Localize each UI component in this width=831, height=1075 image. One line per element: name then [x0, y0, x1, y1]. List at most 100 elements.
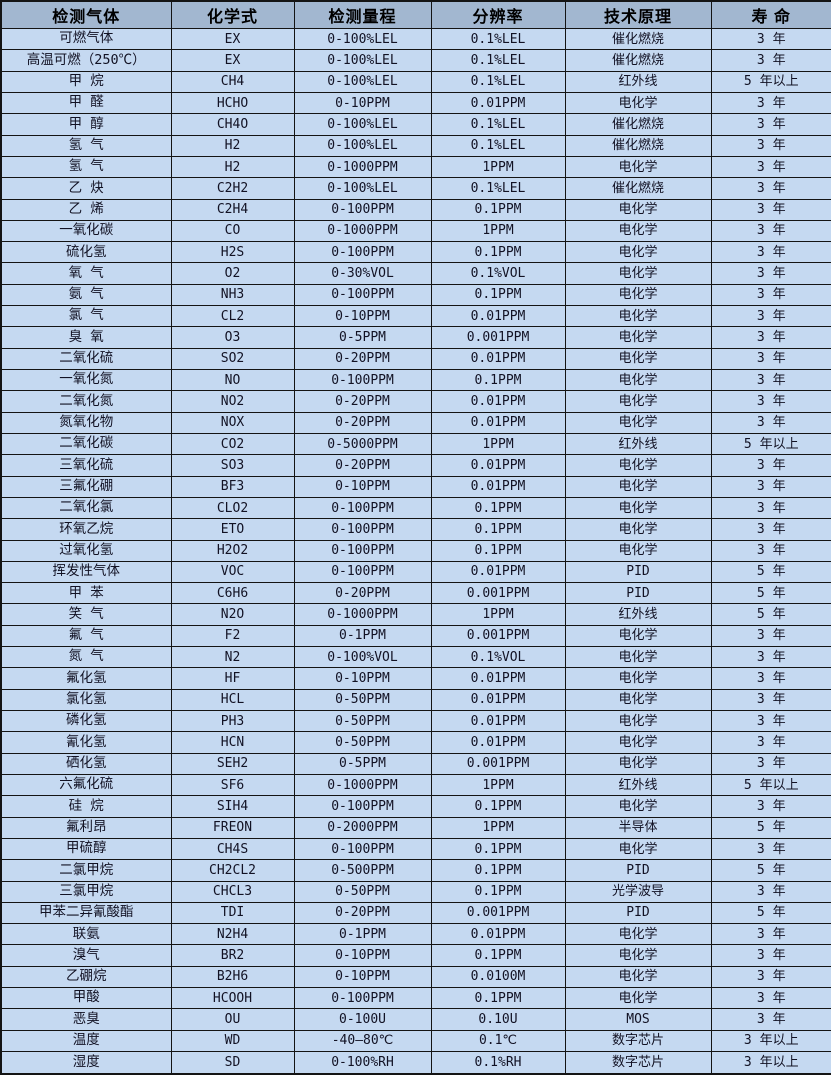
cell-principle: 电化学 — [564, 731, 712, 754]
cell-principle: 电化学 — [564, 305, 712, 328]
cell-gas: 笑 气 — [0, 603, 172, 626]
cell-formula: N2O — [170, 603, 295, 626]
cell-lifespan: 3 年 — [710, 198, 831, 221]
cell-gas: 二氧化硫 — [0, 347, 172, 371]
cell-formula: HCHO — [170, 91, 295, 115]
cell-gas: 三氯甲烷 — [0, 880, 172, 903]
table-row: 笑 气 N2O 0-1000PPM 1PPM 红外线 5 年 — [0, 603, 831, 626]
cell-principle: PID — [564, 582, 712, 605]
cell-range: 0-100%LEL — [293, 70, 432, 93]
cell-lifespan: 5 年 — [710, 560, 831, 584]
cell-resolution: 0.01PPM — [430, 91, 566, 115]
cell-resolution: 0.1%VOL — [430, 646, 566, 669]
table-row: 氟化氢 HF 0-10PPM 0.01PPM 电化学 3 年 — [0, 667, 831, 690]
cell-formula: CLO2 — [170, 496, 295, 520]
cell-formula: HCN — [170, 731, 295, 754]
cell-range: 0-100U — [293, 1008, 432, 1031]
cell-principle: 电化学 — [564, 837, 712, 861]
table-row: 乙硼烷 B2H6 0-10PPM 0.0100M 电化学 3 年 — [0, 965, 831, 989]
cell-lifespan: 5 年 — [710, 859, 831, 882]
cell-principle: 电化学 — [564, 368, 712, 392]
cell-range: 0-50PPM — [293, 709, 432, 733]
cell-lifespan: 3 年 — [710, 709, 831, 733]
cell-gas: 甲硫醇 — [0, 837, 172, 861]
cell-range: 0-20PPM — [293, 411, 432, 434]
cell-formula: WD — [170, 1029, 295, 1053]
cell-principle: 电化学 — [564, 262, 712, 285]
cell-gas: 一氧化氮 — [0, 368, 172, 392]
cell-lifespan: 3 年 — [710, 624, 831, 648]
cell-lifespan: 3 年 — [710, 454, 831, 477]
cell-formula: CL2 — [170, 305, 295, 328]
cell-gas: 氨 气 — [0, 283, 172, 307]
cell-range: 0-100%LEL — [293, 177, 432, 200]
table-row: 氧 气 O2 0-30%VOL 0.1%VOL 电化学 3 年 — [0, 262, 831, 285]
cell-principle: 红外线 — [564, 70, 712, 93]
cell-lifespan: 3 年 — [710, 1008, 831, 1031]
cell-lifespan: 3 年 — [710, 283, 831, 307]
table-row: 溴气 BR2 0-10PPM 0.1PPM 电化学 3 年 — [0, 944, 831, 967]
cell-principle: 电化学 — [564, 539, 712, 562]
table-row: 氯化氢 HCL 0-50PPM 0.01PPM 电化学 3 年 — [0, 688, 831, 712]
cell-range: 0-20PPM — [293, 390, 432, 413]
table-row: 联氨 N2H4 0-1PPM 0.01PPM 电化学 3 年 — [0, 923, 831, 946]
cell-formula: B2H6 — [170, 965, 295, 989]
cell-range: 0-100%LEL — [293, 27, 432, 51]
table-row: 可燃气体 EX 0-100%LEL 0.1%LEL 催化燃烧 3 年 — [0, 27, 831, 51]
cell-resolution: 0.01PPM — [430, 923, 566, 946]
cell-formula: CO2 — [170, 432, 295, 456]
cell-gas: 臭 氧 — [0, 326, 172, 349]
cell-gas: 二氧化碳 — [0, 432, 172, 456]
cell-principle: MOS — [564, 1008, 712, 1031]
cell-resolution: 0.01PPM — [430, 475, 566, 498]
cell-formula: H2 — [170, 155, 295, 179]
table-row: 环氧乙烷 ETO 0-100PPM 0.1PPM 电化学 3 年 — [0, 518, 831, 541]
cell-principle: 催化燃烧 — [564, 177, 712, 200]
cell-gas: 二氧化氮 — [0, 390, 172, 413]
table-row: 硅 烷 SIH4 0-100PPM 0.1PPM 电化学 3 年 — [0, 795, 831, 818]
cell-range: 0-30%VOL — [293, 262, 432, 285]
cell-lifespan: 3 年 — [710, 27, 831, 51]
cell-formula: CHCL3 — [170, 880, 295, 903]
cell-lifespan: 3 年 — [710, 539, 831, 562]
cell-resolution: 0.1PPM — [430, 539, 566, 562]
cell-resolution: 0.1%LEL — [430, 177, 566, 200]
cell-formula: CH4 — [170, 70, 295, 93]
cell-resolution: 0.1%LEL — [430, 27, 566, 51]
cell-formula: CH4S — [170, 837, 295, 861]
table-row: 六氟化硫 SF6 0-1000PPM 1PPM 红外线 5 年以上 — [0, 773, 831, 797]
cell-resolution: 0.0100M — [430, 965, 566, 989]
cell-formula: H2S — [170, 241, 295, 264]
cell-lifespan: 3 年 — [710, 326, 831, 349]
cell-principle: 电化学 — [564, 496, 712, 520]
table-row: 三氧化硫 SO3 0-20PPM 0.01PPM 电化学 3 年 — [0, 454, 831, 477]
cell-lifespan: 3 年 — [710, 411, 831, 434]
cell-resolution: 1PPM — [430, 432, 566, 456]
table-row: 二氧化碳 CO2 0-5000PPM 1PPM 红外线 5 年以上 — [0, 432, 831, 456]
cell-principle: 催化燃烧 — [564, 49, 712, 72]
cell-range: 0-50PPM — [293, 880, 432, 903]
cell-lifespan: 5 年 — [710, 901, 831, 925]
cell-lifespan: 3 年 — [710, 219, 831, 243]
col-header-formula: 化学式 — [170, 0, 295, 29]
cell-gas: 硅 烷 — [0, 795, 172, 818]
cell-formula: F2 — [170, 624, 295, 648]
table-row: 氯 气 CL2 0-10PPM 0.01PPM 电化学 3 年 — [0, 305, 831, 328]
cell-gas: 甲 苯 — [0, 582, 172, 605]
cell-gas: 氢 气 — [0, 155, 172, 179]
cell-principle: 催化燃烧 — [564, 113, 712, 136]
cell-lifespan: 3 年 — [710, 667, 831, 690]
cell-lifespan: 3 年 — [710, 496, 831, 520]
cell-principle: 数字芯片 — [564, 1029, 712, 1053]
cell-principle: 电化学 — [564, 646, 712, 669]
cell-formula: N2H4 — [170, 923, 295, 946]
cell-gas: 二氯甲烷 — [0, 859, 172, 882]
cell-formula: SO3 — [170, 454, 295, 477]
cell-gas: 甲 烷 — [0, 70, 172, 93]
cell-lifespan: 3 年 — [710, 113, 831, 136]
cell-range: -40—80℃ — [293, 1029, 432, 1053]
cell-range: 0-1000PPM — [293, 603, 432, 626]
cell-range: 0-100PPM — [293, 987, 432, 1010]
cell-formula: NO — [170, 368, 295, 392]
cell-lifespan: 3 年 — [710, 305, 831, 328]
